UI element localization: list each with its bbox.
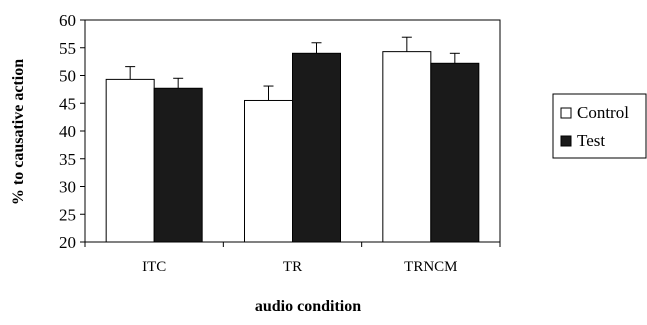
x-axis: ITC TR TRNCM: [84, 242, 501, 275]
bar-test: [153, 87, 203, 243]
y-tick-label: 40: [59, 122, 76, 141]
bar-test: [430, 62, 480, 243]
legend-label-test: Test: [577, 131, 605, 150]
bars: [105, 51, 480, 243]
bar-control: [382, 51, 432, 243]
y-tick-label: 50: [59, 67, 76, 86]
y-tick-label: 35: [59, 150, 76, 169]
y-tick-label: 60: [59, 11, 76, 30]
x-tick-label: ITC: [142, 259, 166, 275]
x-tick-label: TRNCM: [404, 259, 457, 275]
x-axis-title: audio condition: [255, 298, 361, 315]
legend-label-control: Control: [577, 103, 629, 122]
bar-test: [292, 52, 341, 243]
y-tick-label: 25: [59, 205, 76, 224]
legend-box: [552, 93, 647, 159]
error-bars: [125, 36, 460, 101]
legend-swatch-test: [560, 135, 572, 147]
y-tick-label: 20: [59, 233, 76, 252]
y-axis-title: % to causative action: [10, 59, 27, 205]
y-tick-label: 30: [59, 178, 76, 197]
legend: Control Test: [552, 93, 647, 159]
y-tick-label: 55: [59, 39, 76, 58]
legend-swatch-control: [560, 107, 572, 119]
x-tick-label: TR: [283, 259, 302, 275]
bar-control: [105, 78, 155, 243]
y-tick-label: 45: [59, 94, 76, 113]
bar-control: [244, 99, 293, 243]
